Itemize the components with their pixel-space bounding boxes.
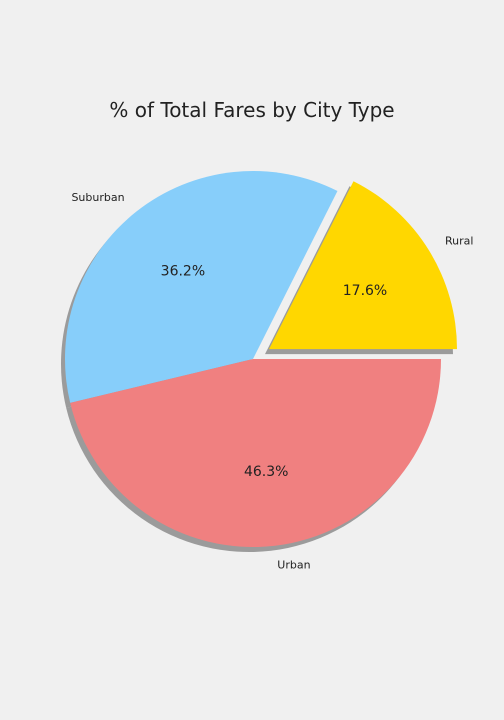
chart-title: % of Total Fares by City Type xyxy=(109,98,394,122)
slice-label-urban: Urban xyxy=(277,558,310,571)
slice-labels: Rural 17.6% Suburban 36.2% Urban 46.3% xyxy=(71,191,473,572)
pie-slices xyxy=(64,170,457,548)
slice-label-rural: Rural xyxy=(445,235,473,248)
pct-label-rural: 17.6% xyxy=(343,283,387,299)
pct-label-suburban: 36.2% xyxy=(161,264,205,280)
slice-label-suburban: Suburban xyxy=(71,191,124,204)
pie-slice-rural xyxy=(269,181,457,350)
pie-slice-suburban xyxy=(64,170,338,403)
pct-label-urban: 46.3% xyxy=(244,464,288,480)
pie-slice-urban xyxy=(70,359,442,548)
